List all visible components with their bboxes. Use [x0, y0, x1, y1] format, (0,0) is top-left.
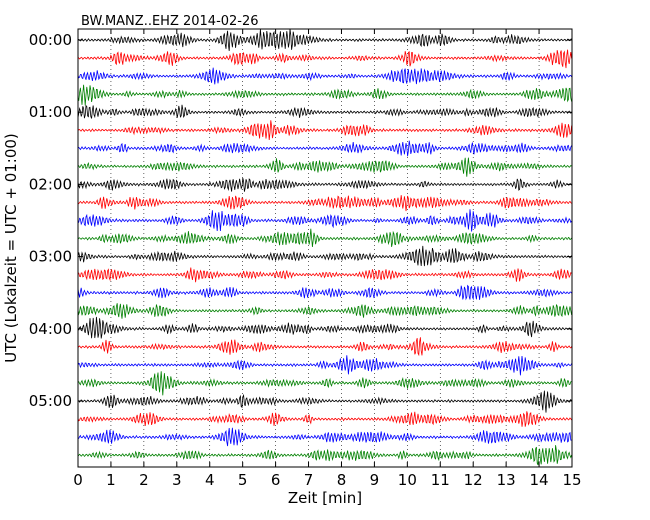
- x-tick-label: 9: [370, 471, 380, 489]
- x-tick-label: 0: [73, 471, 83, 489]
- x-tick-label: 11: [431, 471, 450, 489]
- x-tick-label: 10: [398, 471, 417, 489]
- trace-group: [77, 28, 572, 466]
- trace-0215: [77, 195, 572, 212]
- trace-0530: [77, 427, 572, 447]
- trace-0115: [77, 120, 572, 140]
- trace-0345: [77, 303, 572, 319]
- x-tick-label: 12: [464, 471, 483, 489]
- plot-frame: [77, 28, 573, 468]
- trace-0400: [77, 316, 572, 339]
- trace-0045: [77, 84, 572, 106]
- trace-0245: [77, 228, 572, 248]
- trace-0430: [77, 355, 572, 376]
- y-tick-label: 02:00: [29, 175, 72, 193]
- y-tick-label: 04:00: [29, 320, 72, 338]
- trace-0330: [77, 284, 572, 301]
- trace-0545: [77, 445, 572, 466]
- y-tick-label: 01:00: [29, 103, 72, 121]
- trace-0445: [77, 371, 572, 396]
- trace-0315: [77, 267, 572, 283]
- trace-0230: [77, 209, 572, 232]
- trace-0500: [77, 390, 572, 413]
- x-tick-label: 7: [304, 471, 314, 489]
- trace-0200: [77, 177, 572, 192]
- x-tick-label: 8: [337, 471, 347, 489]
- trace-0145: [77, 157, 572, 177]
- y-axis: 00:00 01:00 02:00 03:00 04:00 05:00: [29, 31, 572, 410]
- x-tick-label: 14: [530, 471, 549, 489]
- trace-0300: [77, 245, 572, 267]
- x-tick-label: 1: [106, 471, 116, 489]
- x-tick-label: 6: [271, 471, 281, 489]
- y-tick-label: 05:00: [29, 392, 72, 410]
- x-tick-label: 4: [205, 471, 215, 489]
- x-tick-label: 13: [497, 471, 516, 489]
- y-tick-label: 03:00: [29, 248, 72, 266]
- x-axis: 0 1 2 3 4 5 6 7 8 9 10 11 12 13 14 15: [73, 29, 582, 489]
- x-tick-label: 5: [238, 471, 248, 489]
- x-tick-label: 2: [139, 471, 149, 489]
- trace-0415: [77, 337, 572, 357]
- x-axis-label: Zeit [min]: [288, 489, 362, 507]
- trace-0100: [77, 104, 572, 119]
- trace-0130: [77, 140, 572, 157]
- y-axis-label: UTC (Lokalzeit = UTC + 01:00): [2, 133, 20, 363]
- trace-0000: [77, 28, 572, 51]
- chart-title: BW.MANZ..EHZ 2014-02-26: [81, 14, 259, 29]
- trace-0030: [77, 67, 572, 85]
- x-tick-label: 3: [172, 471, 182, 489]
- y-tick-label: 00:00: [29, 31, 72, 49]
- plot-area-background: [78, 29, 572, 467]
- trace-0515: [77, 411, 572, 427]
- x-tick-label: 15: [562, 471, 581, 489]
- trace-0015: [77, 49, 572, 69]
